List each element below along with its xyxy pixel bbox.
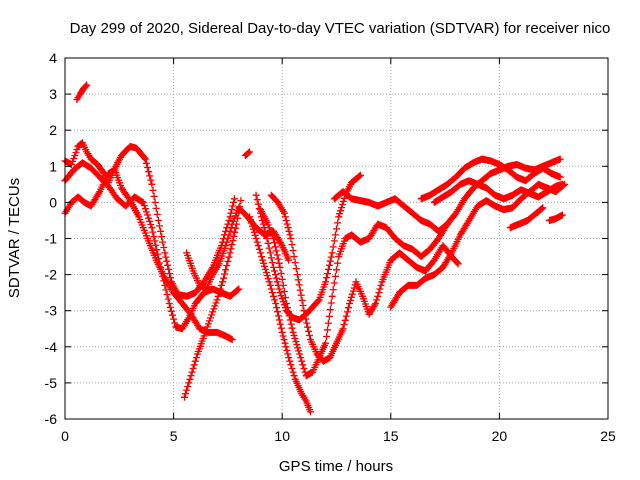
y-tick-label: -3: [45, 303, 58, 319]
series-points: [257, 206, 451, 380]
series-track-7: [241, 148, 254, 159]
y-tick-label: 1: [49, 158, 57, 174]
series-track-15: [430, 177, 566, 206]
chart-title: Day 299 of 2020, Sidereal Day-to-day VTE…: [70, 20, 611, 37]
x-tick-label: 20: [492, 428, 508, 444]
y-tick-label: -2: [45, 267, 58, 283]
x-tick-label: 10: [274, 428, 290, 444]
x-tick-label: 25: [600, 428, 616, 444]
series-points: [267, 191, 462, 365]
series-points: [545, 211, 566, 224]
series-track-5: [181, 197, 245, 401]
series-points: [61, 166, 236, 344]
y-axis-label: SDTVAR / TECUs: [6, 178, 23, 298]
series-track-11: [267, 191, 462, 365]
series-points: [183, 204, 293, 293]
y-tick-label: -4: [45, 339, 58, 355]
series-points: [241, 148, 254, 159]
series-track-13: [387, 180, 569, 311]
series-points: [430, 177, 566, 206]
series-track-4: [73, 81, 91, 103]
x-axis-label: GPS time / hours: [279, 458, 393, 475]
x-tick-label: 15: [383, 428, 399, 444]
y-tick-label: -5: [45, 375, 58, 391]
marks: [61, 81, 569, 416]
y-tick-label: -6: [45, 411, 58, 427]
y-tick-label: 3: [49, 86, 57, 102]
series-track-16: [506, 204, 547, 232]
series-points: [181, 197, 245, 401]
series-track-17: [545, 211, 566, 224]
series-track-3: [61, 166, 236, 344]
series-track-14: [417, 155, 564, 203]
y-tick-label: 2: [49, 122, 57, 138]
series-track-9: [246, 213, 314, 416]
series-track-10: [257, 206, 451, 380]
y-tick-label: 4: [49, 50, 57, 66]
series-track-6: [183, 204, 293, 293]
series-points: [387, 180, 569, 311]
y-tick-label: 0: [49, 194, 57, 210]
series-points: [417, 155, 564, 203]
series-points: [506, 204, 547, 232]
series-points: [73, 81, 91, 103]
series-points: [246, 213, 314, 416]
x-tick-label: 0: [61, 428, 69, 444]
y-tick-label: -1: [45, 231, 58, 247]
x-tick-label: 5: [170, 428, 178, 444]
